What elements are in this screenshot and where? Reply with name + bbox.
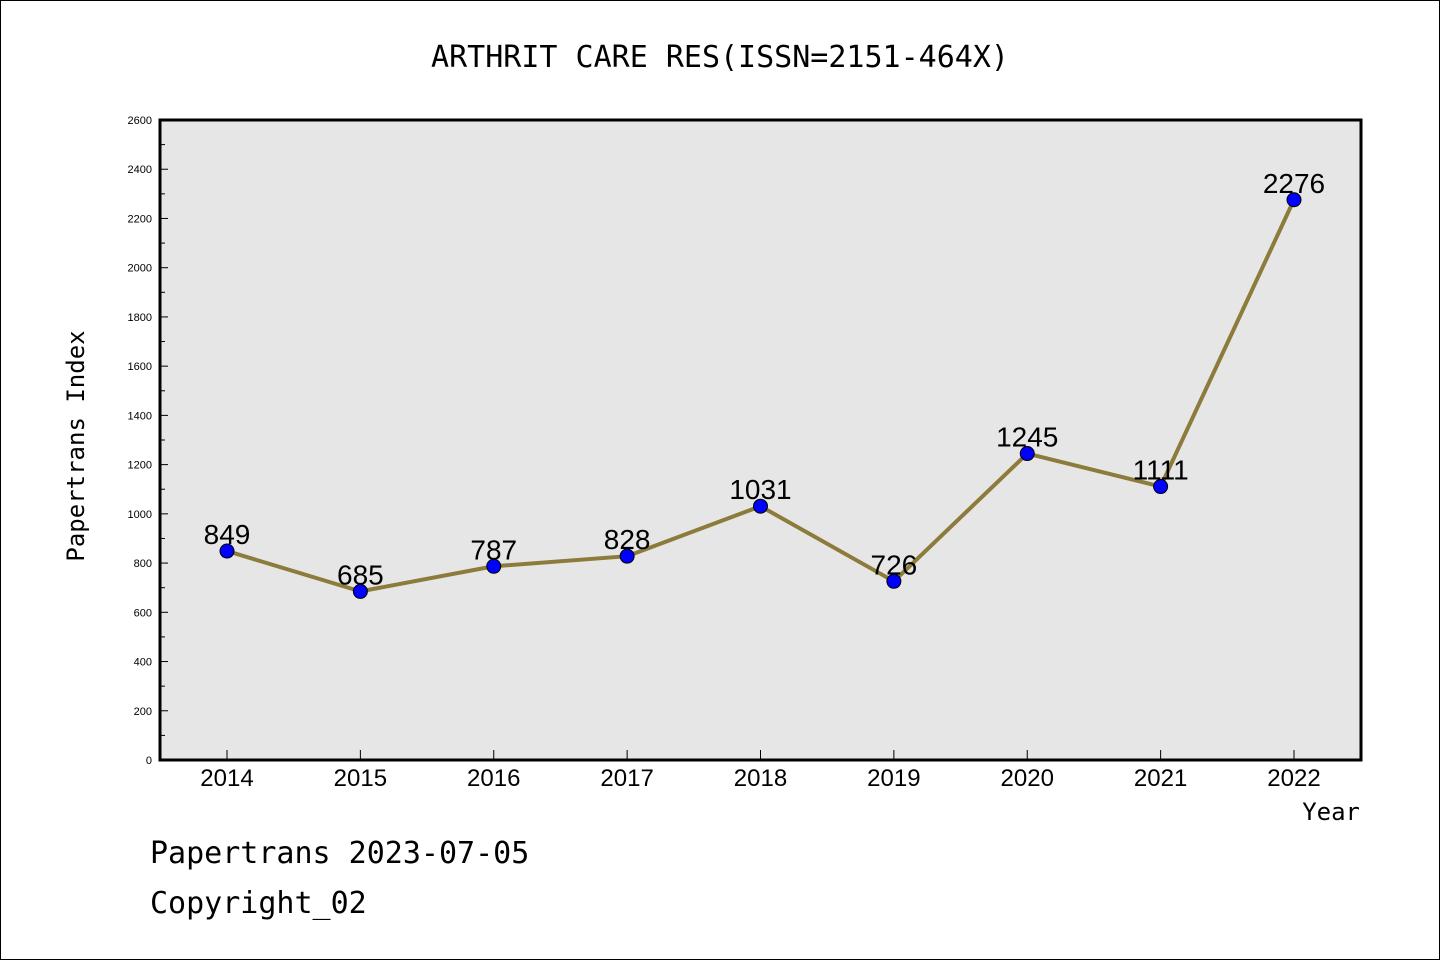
y-tick-label: 800 <box>134 558 152 570</box>
y-axis-title: Papertrans Index <box>62 330 90 561</box>
data-point <box>1286 192 1302 208</box>
x-tick-label: 2017 <box>600 765 653 792</box>
data-label: 2276 <box>1263 168 1325 199</box>
data-point <box>1153 479 1169 495</box>
x-tick-label: 2014 <box>200 765 253 792</box>
x-tick-label: 2020 <box>1001 765 1054 792</box>
data-label: 685 <box>337 559 384 590</box>
y-tick-label: 1600 <box>128 361 152 373</box>
data-point <box>1019 446 1035 462</box>
y-tick-label: 1200 <box>128 460 152 472</box>
footer-copyright: Copyright_02 <box>150 886 367 921</box>
y-tick-label: 2400 <box>128 164 152 176</box>
y-axis: 0 200 400 600 800 1000 1200 1400 1600 1800 2000 220… <box>128 115 168 767</box>
data-label: 726 <box>871 549 918 580</box>
y-tick-label: 0 <box>146 755 152 767</box>
x-tick-label: 2021 <box>1134 765 1187 792</box>
x-axis-title: Year <box>1302 798 1360 826</box>
x-tick-label: 2016 <box>467 765 520 792</box>
x-axis: 2014 2015 2016 2017 2018 2019 2020 2021 2022 <box>200 750 1321 792</box>
data-label: 1245 <box>996 422 1058 453</box>
y-tick-label: 2600 <box>128 115 152 127</box>
x-tick-label: 2018 <box>734 765 787 792</box>
data-point <box>486 558 502 574</box>
x-tick-label: 2019 <box>867 765 920 792</box>
data-point <box>219 543 235 559</box>
plot-area <box>160 120 1361 760</box>
data-label: 1111 <box>1133 455 1189 486</box>
y-tick-label: 1800 <box>128 312 152 324</box>
footer-date: Papertrans 2023-07-05 <box>150 836 530 871</box>
data-point <box>619 548 635 564</box>
data-label: 1031 <box>729 474 791 505</box>
y-tick-label: 1400 <box>128 410 152 422</box>
data-points <box>219 192 1302 599</box>
x-tick-label: 2015 <box>334 765 387 792</box>
data-label: 787 <box>470 534 517 565</box>
y-tick-label: 2200 <box>128 213 152 225</box>
y-tick-label: 1000 <box>128 509 152 521</box>
data-labels: 849 685 787 828 1031 726 1245 1111 2276 <box>204 168 1326 591</box>
plot-border <box>158 118 1363 762</box>
y-tick-label: 400 <box>134 657 152 669</box>
data-label: 828 <box>604 524 651 555</box>
data-label: 849 <box>204 519 251 550</box>
y-tick-label: 2000 <box>128 263 152 275</box>
y-tick-label: 600 <box>134 607 152 619</box>
data-point <box>753 498 768 514</box>
data-point <box>886 573 902 589</box>
x-tick-label: 2022 <box>1267 765 1320 792</box>
data-point <box>352 583 368 599</box>
chart-title: ARTHRIT CARE RES(ISSN=2151-464X) <box>431 40 1009 75</box>
y-tick-label: 200 <box>134 706 152 718</box>
